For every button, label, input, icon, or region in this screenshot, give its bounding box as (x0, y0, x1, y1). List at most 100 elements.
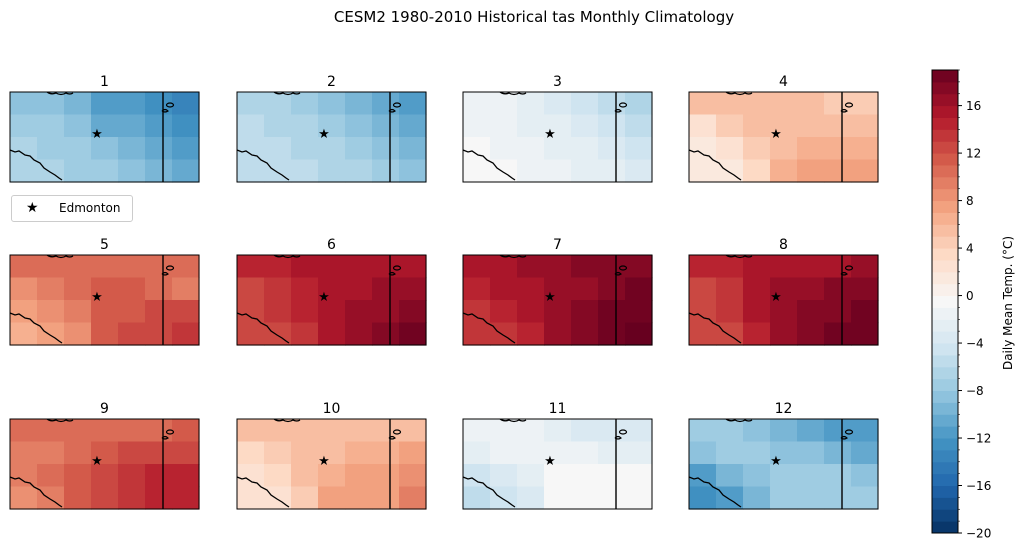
coastline (725, 91, 753, 96)
lake-outline (614, 108, 622, 113)
grid-cell (345, 255, 373, 279)
coastline (499, 254, 527, 259)
colorbar-tick-label: −20 (966, 527, 991, 541)
grid-cell (851, 419, 879, 443)
coastline (46, 254, 74, 259)
grid-cell (172, 441, 200, 465)
coastline (725, 254, 753, 259)
grid-cell (517, 255, 545, 279)
edmonton-marker: ★ (318, 290, 330, 305)
colorbar-segment (932, 188, 958, 202)
grid-cell (399, 419, 427, 443)
grid-cell (372, 441, 400, 465)
grid-cell (318, 159, 346, 183)
grid-cell (345, 464, 373, 488)
grid-cell (770, 92, 798, 116)
colorbar-tick-label: 4 (966, 242, 974, 256)
grid-cell (291, 464, 319, 488)
edmonton-marker: ★ (544, 290, 556, 305)
grid-cell (37, 441, 65, 465)
grid-cell (517, 300, 545, 324)
grid-cell (770, 464, 798, 488)
colorbar-segment (932, 307, 958, 320)
coastline (9, 312, 63, 344)
grid-cell (544, 441, 572, 465)
grid-cell (172, 137, 200, 161)
month-panel-5: ★5 (9, 237, 200, 346)
grid-cell (291, 137, 319, 161)
grid-cell (64, 159, 92, 183)
grid-cell (399, 114, 427, 138)
grid-cell (517, 137, 545, 161)
grid-cell (716, 137, 744, 161)
grid-cell (743, 92, 771, 116)
panel-frame (462, 418, 653, 510)
grid-cell (399, 486, 427, 510)
lake-outline (161, 108, 169, 113)
panel-frame (236, 418, 427, 510)
grid-cell (118, 255, 146, 279)
grid-cell (118, 322, 146, 346)
lake-outline (388, 435, 396, 440)
grid-cell (770, 114, 798, 138)
grid-cell (91, 137, 119, 161)
colorbar-segment (932, 153, 958, 166)
panel-frame (9, 254, 200, 346)
grid-cell (64, 441, 92, 465)
edmonton-marker: ★ (318, 454, 330, 469)
panel-title: 9 (100, 401, 109, 417)
grid-cell (571, 486, 599, 510)
colorbar-segment (932, 70, 958, 83)
grid-cell (237, 419, 265, 443)
grid-cell (689, 92, 717, 116)
grid-cell (10, 464, 38, 488)
grid-cell (64, 486, 92, 510)
grid-cell (237, 255, 265, 279)
grid-cell (770, 441, 798, 465)
grid-cell (571, 92, 599, 116)
grid-cell (517, 464, 545, 488)
lake-outline (392, 265, 402, 271)
grid-cell (716, 419, 744, 443)
grid-cell (37, 464, 65, 488)
grid-cell (64, 92, 92, 116)
grid-cell (172, 255, 200, 279)
coastline (462, 476, 516, 508)
grid-cell (399, 300, 427, 324)
grid-cell (716, 277, 744, 301)
grid-cell (797, 419, 825, 443)
grid-cell (118, 114, 146, 138)
grid-cell (291, 441, 319, 465)
colorbar-segment (932, 81, 958, 95)
grid-cell (716, 300, 744, 324)
grid-cell (91, 419, 119, 443)
grid-cell (372, 159, 400, 183)
grid-cell (770, 419, 798, 443)
grid-cell (237, 114, 265, 138)
grid-cell (743, 464, 771, 488)
grid-cell (517, 92, 545, 116)
grid-cell (770, 486, 798, 510)
grid-cell (797, 300, 825, 324)
grid-cell (544, 92, 572, 116)
grid-cell (797, 277, 825, 301)
grid-cell (571, 441, 599, 465)
grid-cell (64, 464, 92, 488)
grid-cell (399, 137, 427, 161)
grid-cell (689, 159, 717, 183)
grid-cell (716, 441, 744, 465)
grid-cell (37, 300, 65, 324)
grid-cell (517, 114, 545, 138)
grid-cell (64, 322, 92, 346)
grid-cell (118, 159, 146, 183)
grid-cell (372, 322, 400, 346)
grid-cell (172, 92, 200, 116)
grid-cell (345, 322, 373, 346)
lake-outline (844, 265, 854, 271)
panel-frame (9, 418, 200, 510)
grid-cell (64, 137, 92, 161)
grid-cell (598, 322, 626, 346)
grid-cell (318, 277, 346, 301)
grid-cell (264, 441, 292, 465)
grid-cell (743, 255, 771, 279)
